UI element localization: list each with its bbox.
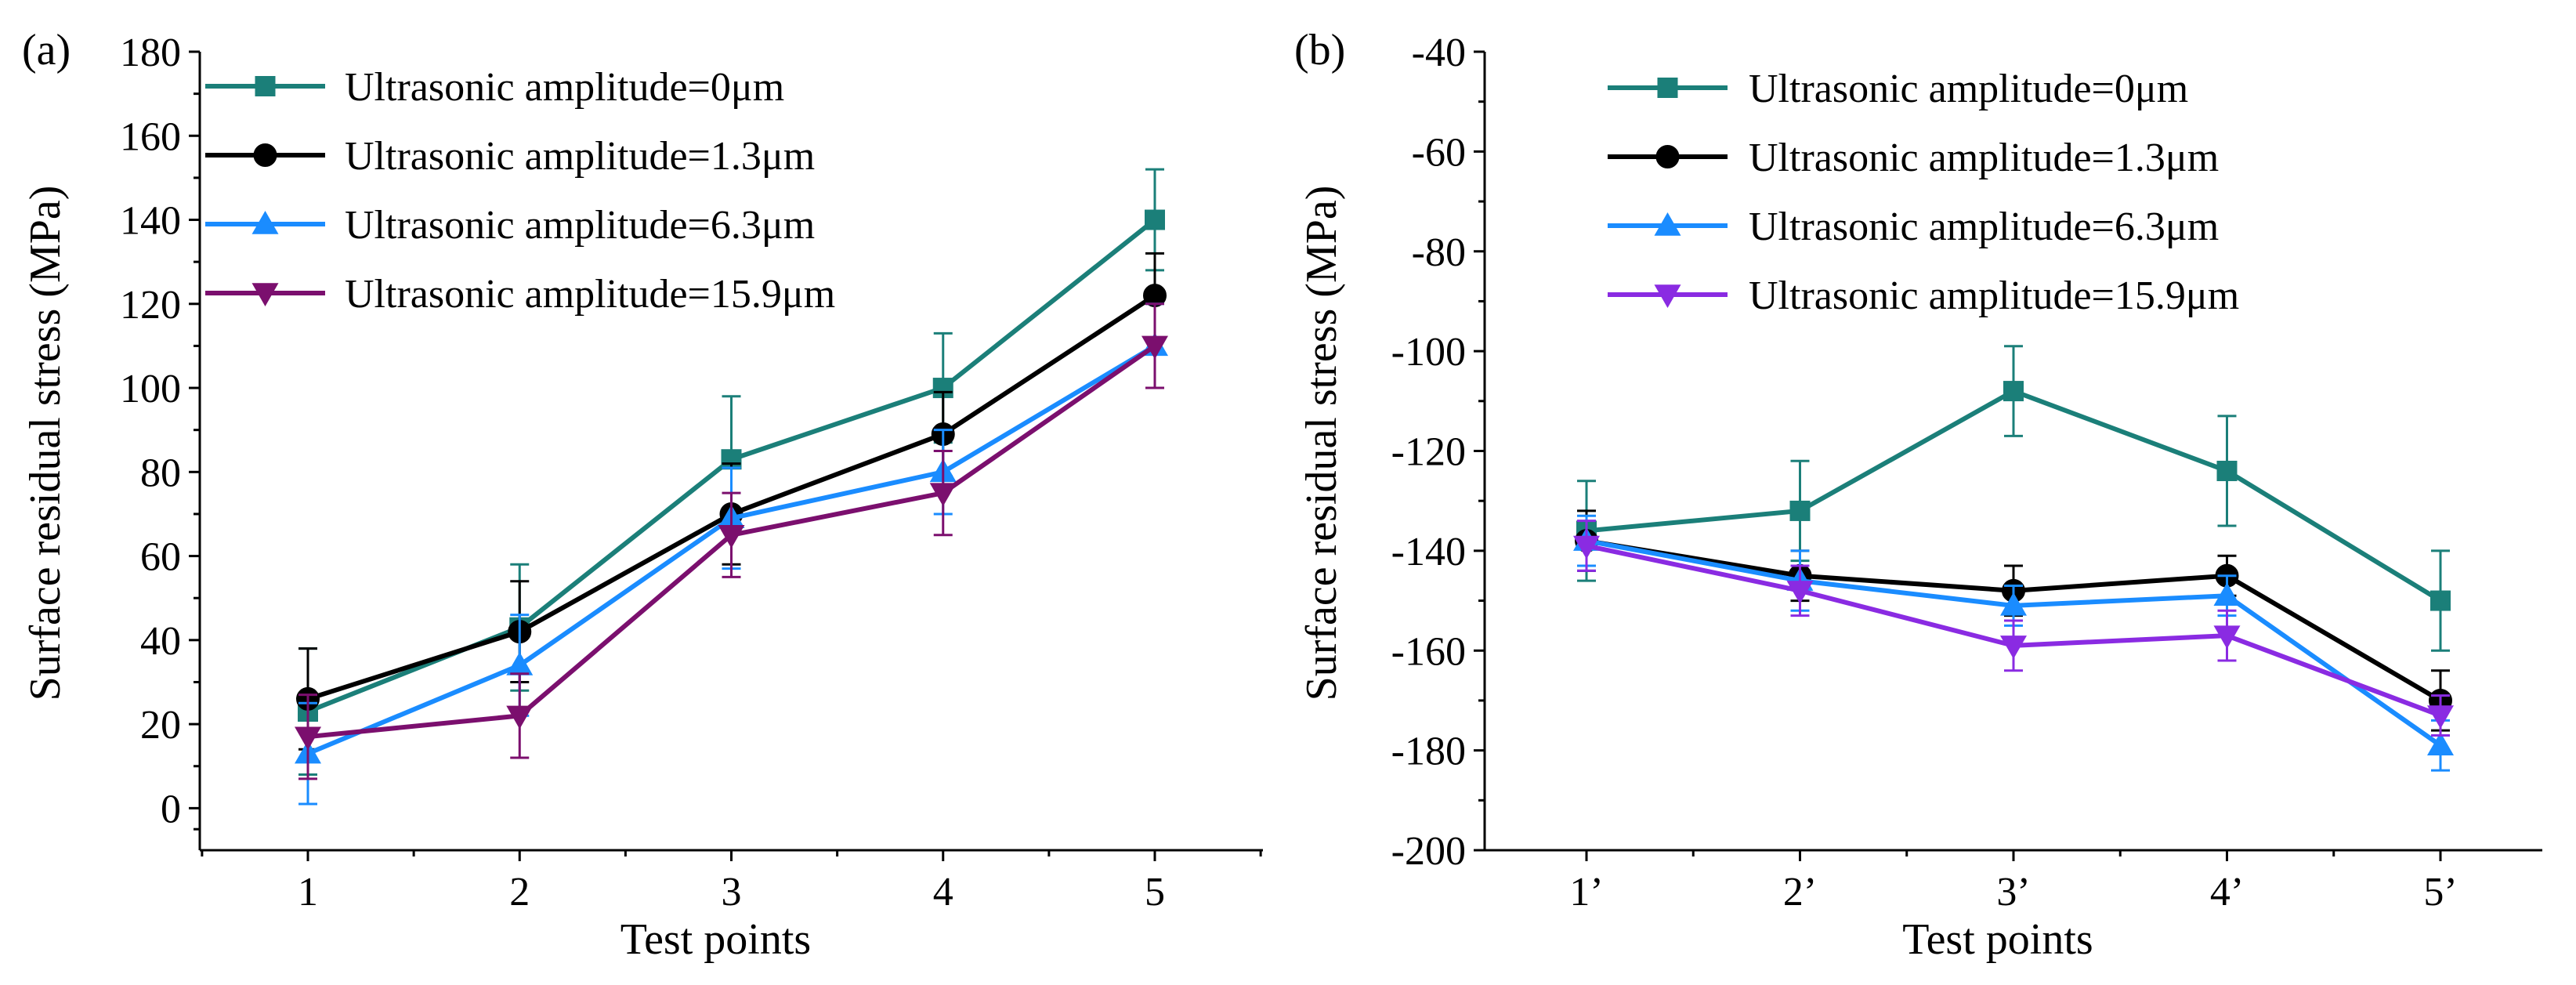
- data-point: [2427, 732, 2454, 756]
- y-tick-label: 160: [120, 114, 181, 159]
- data-point: [1145, 209, 1165, 230]
- y-tick-label: -180: [1391, 730, 1466, 774]
- data-point: [295, 726, 321, 751]
- x-tick-label: 4: [933, 870, 953, 914]
- legend-marker: [1655, 145, 1680, 168]
- data-point: [929, 483, 957, 507]
- y-tick-label: -140: [1391, 530, 1466, 574]
- y-tick-label: 140: [120, 199, 181, 244]
- legend-marker: [255, 76, 276, 96]
- legend-label: Ultrasonic amplitude=6.3μm: [345, 203, 815, 248]
- legend-entry: Ultrasonic amplitude=0μm: [1608, 67, 2188, 111]
- data-point: [1786, 581, 1814, 604]
- chart-panel-b: -40 -60 -80 -100 -120 -140 -160 -180 -200 1’ 2’ 3’ 4…: [1294, 26, 2542, 964]
- legend-label: Ultrasonic amplitude=0μm: [1749, 67, 2188, 111]
- x-tick-label: 1’: [1569, 870, 1603, 914]
- panel-label: (a): [22, 26, 71, 74]
- x-tick-label: 5: [1145, 870, 1165, 914]
- y-tick-label: 0: [161, 787, 181, 831]
- series-0: [1576, 345, 2451, 652]
- data-point: [1789, 500, 1811, 521]
- legend-entry: Ultrasonic amplitude=6.3μm: [1608, 205, 2219, 249]
- legend-marker: [1657, 78, 1678, 98]
- y-tick-label: 20: [140, 703, 181, 748]
- data-point: [1573, 535, 1600, 559]
- legend-entry: Ultrasonic amplitude=6.3μm: [205, 203, 815, 248]
- legend-marker: [251, 211, 279, 234]
- x-axis-title: Test points: [1902, 915, 2093, 964]
- y-tick-label: -120: [1391, 430, 1466, 475]
- series-3: [295, 302, 1168, 780]
- x-axis-title: Test points: [620, 915, 811, 964]
- y-tick-label: 60: [140, 535, 181, 580]
- data-point: [2003, 381, 2024, 402]
- x-tick-label: 5’: [2423, 870, 2457, 914]
- legend-marker: [1654, 284, 1681, 308]
- data-point: [1141, 335, 1168, 360]
- y-tick-label: -80: [1412, 230, 1466, 275]
- legend-entry: Ultrasonic amplitude=15.9μm: [205, 272, 835, 317]
- x-tick-label: 3’: [1996, 870, 2030, 914]
- data-point: [506, 705, 534, 730]
- y-tick-label: 180: [120, 31, 181, 75]
- x-tick-label: 2’: [1783, 870, 1817, 914]
- chart-panel-a: 0 20 40 60 80 100 120 140 160 180 1 2 3 4 5 Test points…: [21, 26, 1263, 964]
- y-tick-label: 100: [120, 367, 181, 411]
- x-tick-label: 1: [298, 870, 318, 914]
- y-tick-label: -100: [1391, 330, 1466, 375]
- data-point: [2000, 592, 2027, 616]
- legend-label: Ultrasonic amplitude=15.9μm: [345, 272, 835, 317]
- legend-entry: Ultrasonic amplitude=0μm: [205, 65, 784, 110]
- x-tick-label: 4’: [2210, 870, 2244, 914]
- y-axis-title: Surface residual stress (MPa): [21, 186, 70, 701]
- data-point: [2213, 582, 2241, 606]
- y-tick-label: -60: [1412, 130, 1466, 175]
- legend-entry: Ultrasonic amplitude=15.9μm: [1608, 273, 2239, 318]
- legend-marker: [1654, 212, 1681, 236]
- data-point: [2000, 636, 2027, 659]
- data-point: [506, 652, 534, 675]
- y-tick-label: 80: [140, 451, 181, 495]
- legend-marker: [253, 143, 277, 167]
- legend-marker: [251, 283, 279, 306]
- data-point: [2430, 590, 2451, 611]
- x-tick-label: 2: [509, 870, 530, 914]
- legend-entry: Ultrasonic amplitude=1.3μm: [205, 134, 815, 179]
- data-point: [718, 525, 745, 549]
- legend-label: Ultrasonic amplitude=0μm: [345, 65, 784, 110]
- legend-label: Ultrasonic amplitude=15.9μm: [1749, 273, 2239, 318]
- y-tick-label: 40: [140, 619, 181, 664]
- legend-label: Ultrasonic amplitude=1.3μm: [345, 134, 815, 179]
- y-tick-label: 120: [120, 283, 181, 328]
- y-axis-title: Surface residual stress (MPa): [1297, 186, 1346, 701]
- data-point: [2213, 625, 2241, 650]
- y-tick-label: -160: [1391, 629, 1466, 674]
- legend-label: Ultrasonic amplitude=6.3μm: [1749, 205, 2219, 249]
- x-tick-label: 3: [722, 870, 742, 914]
- data-point: [2216, 460, 2238, 481]
- panel-label: (b): [1294, 26, 1345, 74]
- data-point: [2427, 705, 2454, 730]
- y-tick-label: -40: [1412, 31, 1466, 75]
- y-tick-label: -200: [1391, 829, 1466, 874]
- legend-label: Ultrasonic amplitude=1.3μm: [1749, 136, 2219, 180]
- legend-entry: Ultrasonic amplitude=1.3μm: [1608, 136, 2219, 180]
- series-3: [1573, 520, 2454, 737]
